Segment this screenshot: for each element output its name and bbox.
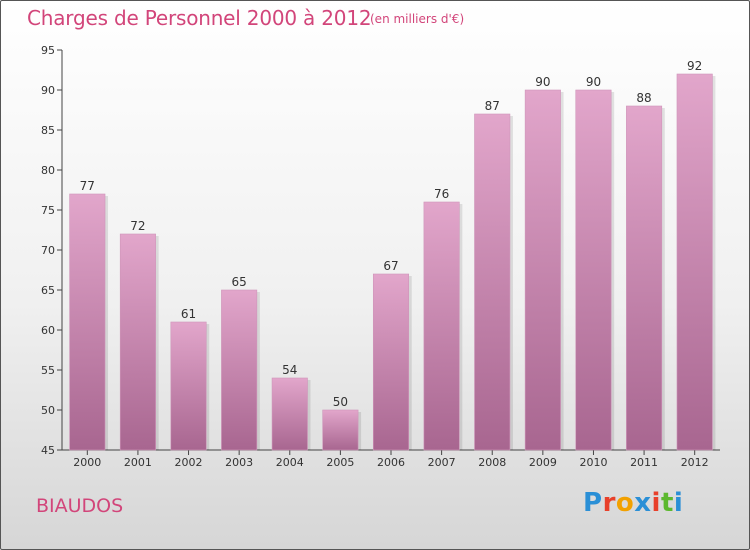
x-tick-label: 2001 bbox=[124, 456, 152, 469]
y-tick-label: 50 bbox=[41, 404, 55, 417]
y-tick-label: 65 bbox=[41, 284, 55, 297]
bar-2011 bbox=[626, 105, 663, 451]
value-label: 72 bbox=[130, 219, 145, 233]
value-label: 88 bbox=[636, 91, 651, 105]
y-tick-label: 75 bbox=[41, 204, 55, 217]
y-tick-label: 90 bbox=[41, 84, 55, 97]
bar-2007 bbox=[423, 201, 460, 451]
bar-2003 bbox=[221, 289, 258, 451]
logo-letter: i bbox=[651, 488, 661, 518]
value-label: 90 bbox=[535, 75, 550, 89]
logo-letter: x bbox=[634, 488, 652, 518]
value-label: 61 bbox=[181, 307, 196, 321]
y-tick-label: 70 bbox=[41, 244, 55, 257]
x-tick-label: 2009 bbox=[529, 456, 557, 469]
x-tick-label: 2010 bbox=[579, 456, 607, 469]
bar-2005 bbox=[322, 409, 359, 451]
y-tick-label: 80 bbox=[41, 164, 55, 177]
logo-letter: o bbox=[615, 488, 635, 518]
value-label: 65 bbox=[232, 275, 247, 289]
x-tick-label: 2012 bbox=[681, 456, 709, 469]
value-label: 90 bbox=[586, 75, 601, 89]
logo-letter: r bbox=[602, 488, 616, 518]
logo-letter: P bbox=[583, 488, 603, 518]
y-tick-label: 45 bbox=[41, 444, 55, 457]
proxiti-logo[interactable]: Proxiti bbox=[583, 488, 683, 518]
x-tick-label: 2008 bbox=[478, 456, 506, 469]
chart-title: Charges de Personnel 2000 à 2012 bbox=[27, 6, 372, 30]
y-tick-label: 95 bbox=[41, 44, 55, 57]
x-tick-label: 2002 bbox=[175, 456, 203, 469]
x-tick-label: 2005 bbox=[326, 456, 354, 469]
logo-letter: t bbox=[660, 488, 674, 518]
bar-2008 bbox=[474, 113, 511, 451]
value-label: 77 bbox=[80, 179, 95, 193]
value-label: 67 bbox=[383, 259, 398, 273]
x-tick-label: 2006 bbox=[377, 456, 405, 469]
value-label: 87 bbox=[485, 99, 500, 113]
commune-name: BIAUDOS bbox=[36, 495, 124, 517]
y-tick-label: 55 bbox=[41, 364, 55, 377]
y-tick-label: 85 bbox=[41, 124, 55, 137]
bar-2001 bbox=[119, 233, 156, 451]
logo-letter: i bbox=[673, 488, 684, 518]
bar-2004 bbox=[271, 377, 308, 451]
x-tick-label: 2011 bbox=[630, 456, 658, 469]
bar-2006 bbox=[372, 273, 410, 451]
bar-2009 bbox=[524, 89, 561, 451]
chart-subtitle: (en milliers d'€) bbox=[370, 12, 465, 26]
value-label: 92 bbox=[687, 59, 702, 73]
value-label: 50 bbox=[333, 395, 348, 409]
bar-2010 bbox=[575, 89, 612, 451]
x-tick-label: 2007 bbox=[428, 456, 456, 469]
value-label: 76 bbox=[434, 187, 449, 201]
bar-2002 bbox=[170, 321, 207, 451]
bar-2000 bbox=[69, 193, 106, 451]
y-tick-label: 60 bbox=[41, 324, 55, 337]
x-tick-label: 2000 bbox=[73, 456, 101, 469]
x-tick-label: 2003 bbox=[225, 456, 253, 469]
value-label: 54 bbox=[282, 363, 297, 377]
x-tick-label: 2004 bbox=[276, 456, 304, 469]
bar-2012 bbox=[676, 73, 713, 451]
